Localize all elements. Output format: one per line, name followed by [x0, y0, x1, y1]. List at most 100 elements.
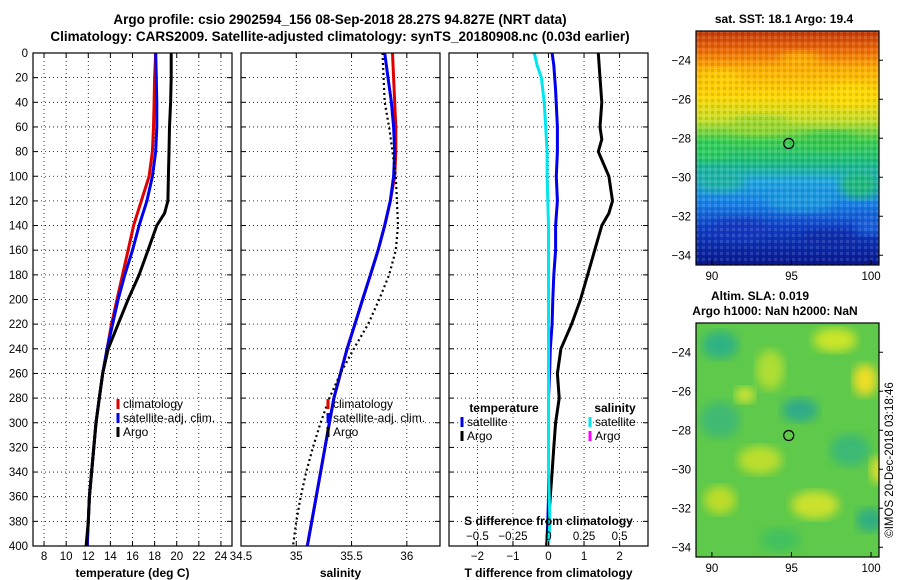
y-tick-label: 0: [22, 48, 28, 60]
x-tick-label: 16: [126, 551, 139, 563]
legend-label: climatology: [123, 397, 183, 411]
x-tick-label: 2: [616, 551, 622, 563]
y-tick-label: 380: [9, 516, 28, 528]
x-axis-label: temperature (deg C): [75, 566, 189, 580]
credit-text: ©IMOS 20-Dec-2018 03:18:46: [884, 382, 896, 538]
legend-title-salinity: salinity: [594, 401, 636, 415]
x-tick-label: 36: [400, 551, 413, 563]
x-tick-label: 24: [215, 551, 228, 563]
x-tick-label: 14: [104, 551, 117, 563]
legend-label: Argo: [333, 425, 359, 439]
x-tick-label: 90: [706, 563, 719, 575]
y-tick-label: 100: [9, 171, 28, 183]
y-tick-label: 20: [15, 73, 28, 85]
sla-patch: [870, 456, 879, 484]
plot-frame: [240, 52, 441, 547]
y-tick-label: 60: [15, 122, 28, 134]
y-tick-label: 320: [9, 442, 28, 454]
x-tick-label: 12: [82, 551, 95, 563]
sla-map-title2: Argo h1000: NaN h2000: NaN: [692, 304, 857, 318]
x2-tick-label: 0.5: [612, 531, 628, 543]
sla-patch: [791, 491, 839, 519]
sla-patch: [704, 486, 736, 514]
x-tick-label: 8: [41, 551, 47, 563]
legend-label: satellite: [595, 415, 636, 429]
sla-patch: [856, 508, 879, 532]
y-tick-label: 360: [9, 492, 28, 504]
y-tick-label: 340: [9, 467, 28, 479]
y-tick-label: 400: [9, 541, 28, 553]
sla-map-panel: 90 95 100 −24 −26 −28 −30 −32 −34: [671, 322, 883, 575]
temperature-panel: 8 10 12 14 16 18 20 22 2402040608010012014016018…: [9, 48, 233, 580]
y-tick-label: 80: [15, 147, 28, 159]
argo-position-marker: [783, 429, 795, 442]
y-tick-label: 220: [9, 319, 28, 331]
x2-tick-label: 0.25: [573, 531, 595, 543]
x-tick-label: 100: [861, 271, 880, 283]
legend-label: climatology: [333, 397, 393, 411]
map-frame: [695, 322, 880, 558]
series-t-argo: [545, 52, 614, 547]
y-tick-label: −28: [671, 425, 691, 437]
legend-label: satellite: [467, 415, 508, 429]
sst-map-panel: 90 95 100 −24 −26 −28 −30 −32 −34: [671, 30, 883, 283]
legend-label: Argo: [467, 429, 493, 443]
x-tick-label: 1: [581, 551, 587, 563]
sla-patch: [702, 331, 738, 359]
x-tick-label: −1: [506, 551, 519, 563]
y-tick-label: −34: [671, 542, 691, 554]
x-tick-label: 90: [706, 271, 719, 283]
y-tick-label: −32: [671, 211, 691, 223]
figure-title-line1: Argo profile: csio 2902594_156 08-Sep-20…: [113, 12, 567, 27]
y-tick-label: −24: [671, 347, 691, 359]
x-tick-label: 35.5: [340, 551, 362, 563]
y-tick-label: 120: [9, 196, 28, 208]
x2-tick-label: −0.25: [498, 531, 527, 543]
y-tick-label: 160: [9, 245, 28, 257]
x-tick-label: 95: [785, 271, 798, 283]
sla-patch: [760, 528, 800, 552]
y-tick-label: −34: [671, 250, 691, 262]
x-tick-label: 34.5: [230, 551, 252, 563]
x-tick-label: 95: [785, 563, 798, 575]
sla-patch: [853, 364, 877, 396]
argo-position-marker: [783, 137, 795, 150]
y-tick-label: 240: [9, 344, 28, 356]
x-tick-label: 20: [170, 551, 183, 563]
x-axis-label: salinity: [320, 566, 362, 580]
y-tick-label: 40: [15, 97, 28, 109]
sla-patch: [735, 387, 755, 403]
sla-patch: [738, 446, 782, 474]
sla-map-title1: Altim. SLA: 0.019: [711, 289, 809, 303]
legend-label: Argo: [123, 425, 149, 439]
x2-axis-label: S difference from climatology: [464, 514, 633, 528]
y-tick-label: −30: [671, 172, 691, 184]
x-tick-label: −2: [471, 551, 484, 563]
sla-patch: [700, 402, 740, 438]
y-tick-label: 180: [9, 270, 28, 282]
sla-patch: [756, 350, 784, 390]
x-tick-label: 100: [861, 563, 880, 575]
x-tick-label: 0: [545, 551, 551, 563]
y-tick-label: −28: [671, 133, 691, 145]
y-tick-label: 300: [9, 418, 28, 430]
figure-title-line2: Climatology: CARS2009. Satellite-adjuste…: [50, 29, 630, 44]
legend-title-temperature: temperature: [469, 401, 539, 415]
legend-label: satellite-adj. clim.: [333, 411, 425, 425]
series-satellite-adj-clim-: [305, 52, 397, 547]
sst-map-title: sat. SST: 18.1 Argo: 19.4: [715, 12, 854, 26]
differences-panel: −2 −1 0 1 2 T difference from climatology temp…: [448, 52, 649, 580]
sla-patch: [782, 398, 818, 422]
y-tick-label: −26: [671, 386, 691, 398]
x-tick-label: 18: [148, 551, 161, 563]
y-tick-label: −26: [671, 94, 691, 106]
x2-tick-label: 0: [545, 531, 551, 543]
y-tick-label: −30: [671, 464, 691, 476]
y-tick-label: 280: [9, 393, 28, 405]
series-argo: [291, 52, 400, 547]
x-tick-label: 35: [290, 551, 303, 563]
legend-label: satellite-adj. clim.: [123, 411, 215, 425]
sla-patch: [813, 328, 857, 352]
legend-label: Argo: [595, 429, 621, 443]
